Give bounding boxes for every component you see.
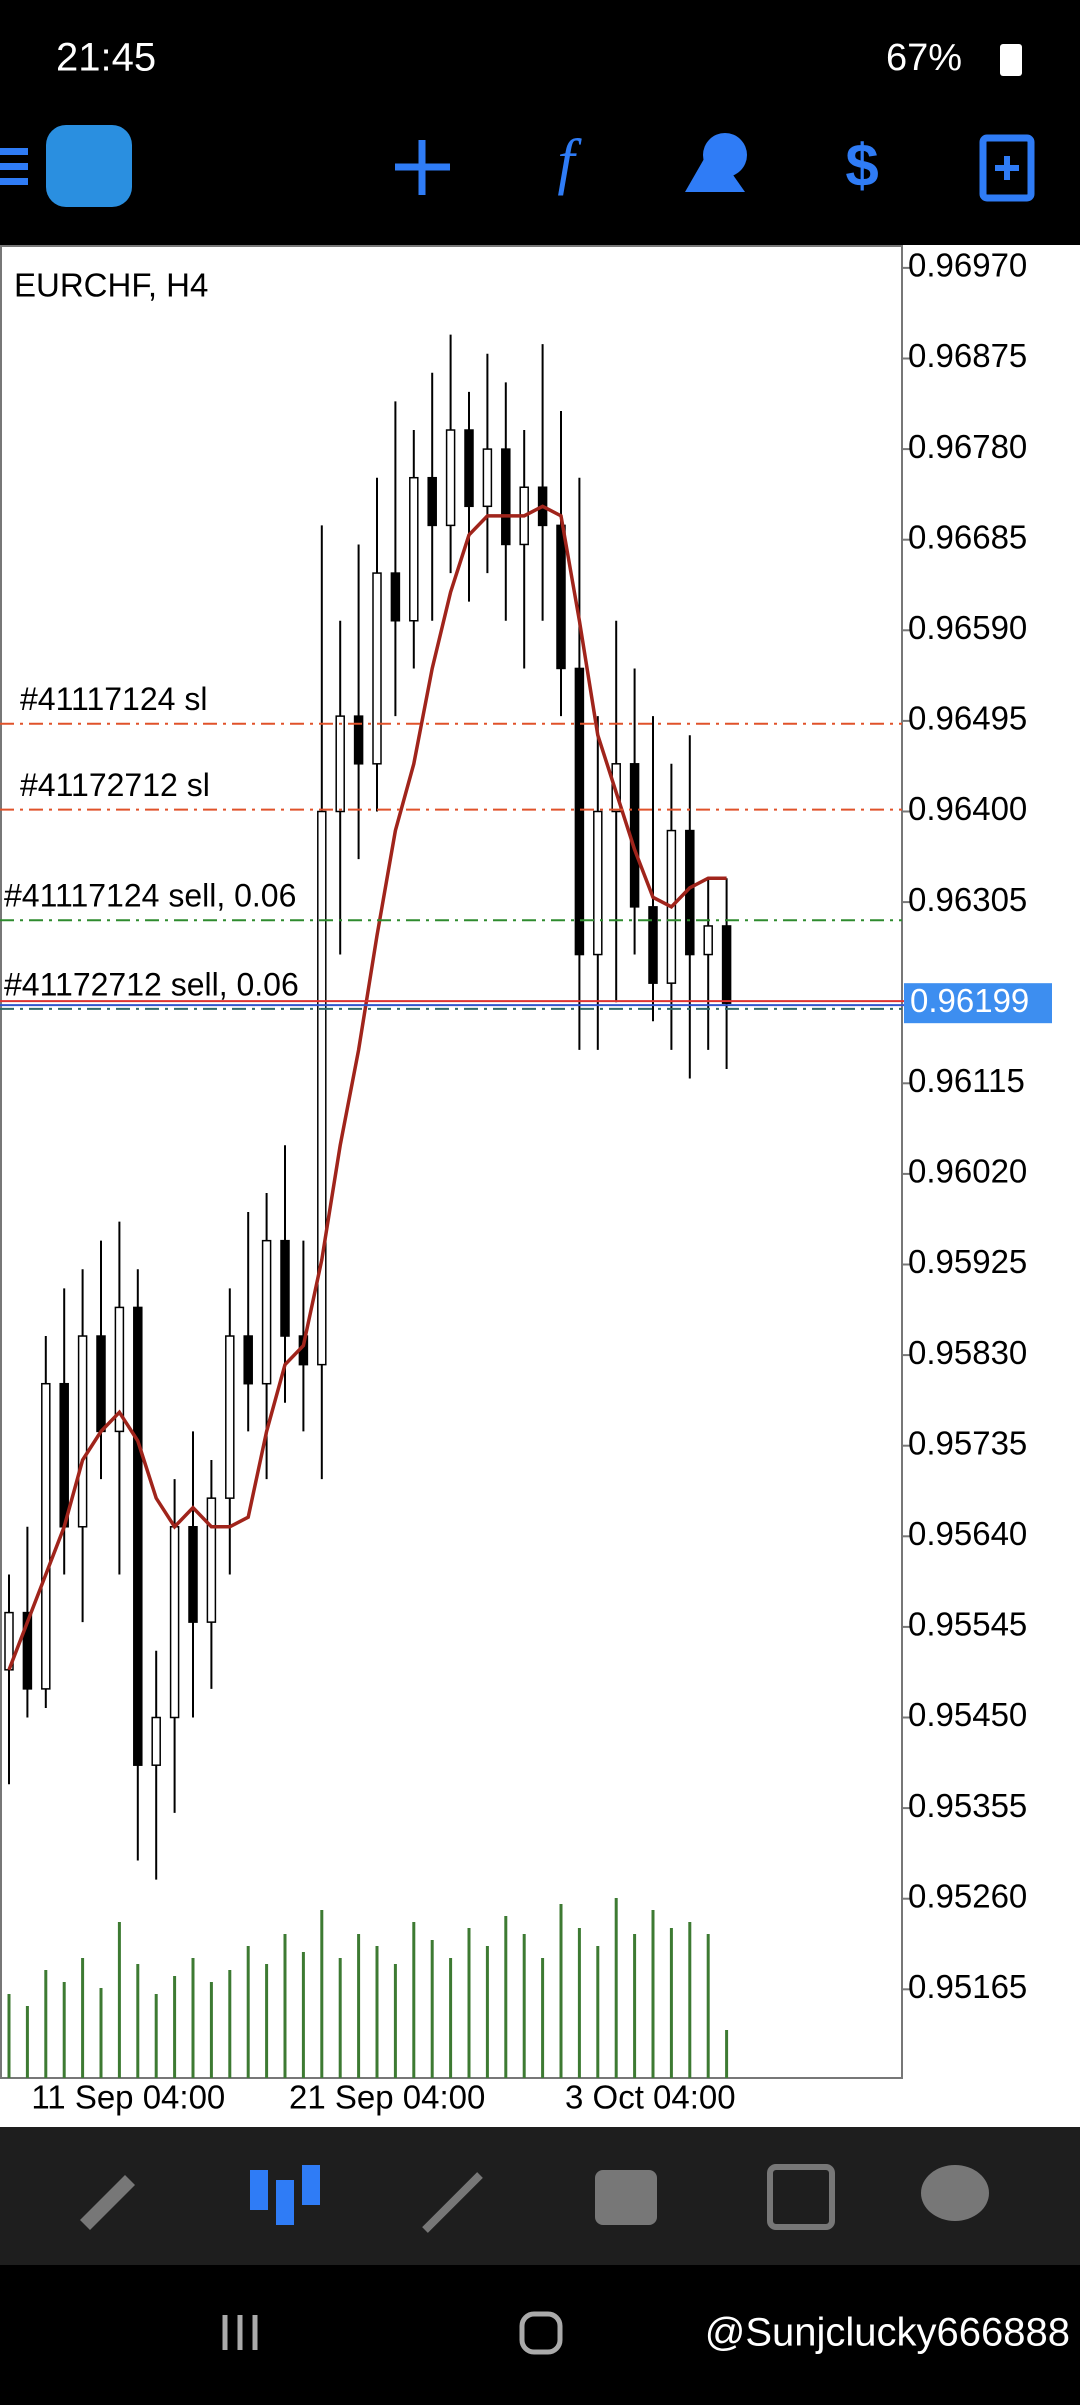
candle-body xyxy=(372,572,382,765)
chat-tab[interactable] xyxy=(921,2165,989,2221)
y-tick-label: 0.96970 xyxy=(908,247,1027,284)
candle-body xyxy=(574,667,585,956)
trade-button[interactable]: $ xyxy=(845,132,878,199)
order-label: #41117124 sl xyxy=(20,681,207,717)
candle-body xyxy=(593,810,603,956)
candle-body xyxy=(261,1239,272,1385)
y-tick-label: 0.95735 xyxy=(908,1424,1027,1461)
y-tick-label: 0.95545 xyxy=(908,1606,1027,1643)
history-tab[interactable] xyxy=(595,2170,657,2225)
y-tick-label: 0.95260 xyxy=(908,1877,1027,1914)
candle-body xyxy=(133,1306,143,1766)
y-tick-label: 0.96780 xyxy=(908,428,1027,465)
price-tag xyxy=(904,983,1052,1024)
y-tick-label: 0.96020 xyxy=(908,1153,1027,1190)
candle-body xyxy=(77,1335,88,1528)
x-tick-label: 3 Oct 04:00 xyxy=(565,2079,736,2116)
candle-body xyxy=(353,715,364,765)
candle-body xyxy=(721,925,732,1004)
candle-body xyxy=(464,429,474,508)
chart-title: EURCHF, H4 xyxy=(14,267,208,304)
y-tick-label: 0.96590 xyxy=(908,609,1027,646)
y-tick-label: 0.95830 xyxy=(908,1334,1027,1371)
battery-level: 67% xyxy=(886,37,962,79)
trade-tab[interactable] xyxy=(422,2172,483,2233)
system-nav xyxy=(222,2311,563,2355)
candle-body xyxy=(151,1716,161,1766)
candle-body xyxy=(188,1526,198,1623)
candle-body xyxy=(703,925,713,956)
candle-body xyxy=(59,1382,69,1528)
y-tick-label: 0.96875 xyxy=(908,337,1027,374)
moving-average xyxy=(7,504,727,1671)
candle-body xyxy=(390,572,401,622)
candle-body xyxy=(335,715,345,813)
y-tick-label: 0.96115 xyxy=(908,1062,1025,1099)
top-bar xyxy=(0,0,1080,245)
y-tick-label: 0.96305 xyxy=(908,881,1027,918)
candle-body xyxy=(22,1611,33,1690)
y-tick-label: 0.96685 xyxy=(908,518,1027,555)
x-tick-label: 21 Sep 04:00 xyxy=(289,2079,485,2116)
candle-body xyxy=(556,524,566,670)
candle-body xyxy=(482,448,493,508)
candle-body xyxy=(169,1526,180,1719)
current-price: 0.96199 xyxy=(910,982,1029,1019)
candle-body xyxy=(41,1382,51,1690)
candle-body xyxy=(648,906,658,984)
watermark: @Sunjclucky666888 xyxy=(705,2311,1070,2355)
chart-tab[interactable] xyxy=(250,2165,320,2225)
objects-button[interactable] xyxy=(685,133,747,192)
candle-body xyxy=(445,429,456,527)
y-tick-label: 0.95925 xyxy=(908,1243,1027,1280)
candle-body xyxy=(96,1335,106,1433)
chart-area xyxy=(0,245,1080,2127)
candle-body xyxy=(427,476,437,527)
candle-body xyxy=(501,448,511,546)
candle-body xyxy=(280,1239,290,1337)
candle-body xyxy=(206,1497,217,1623)
y-tick-label: 0.95640 xyxy=(908,1515,1027,1552)
candle-body xyxy=(114,1306,125,1433)
plot: 0.96970 0.96875 0.96780 0.96685 0.96590 0.964… xyxy=(0,247,1052,2116)
news-tab[interactable] xyxy=(767,2164,835,2230)
candle-body xyxy=(225,1335,235,1499)
y-tick-label: 0.95165 xyxy=(908,1968,1027,2005)
y-tick-label: 0.96495 xyxy=(908,700,1027,737)
quotes-tab[interactable] xyxy=(80,2175,135,2230)
candle-body xyxy=(317,810,327,1366)
y-tick-label: 0.96400 xyxy=(908,790,1027,827)
new-order-button[interactable] xyxy=(979,134,1035,202)
bottom-nav xyxy=(0,2127,1080,2265)
order-label: #41172712 sl xyxy=(20,767,210,803)
y-tick-label: 0.95355 xyxy=(908,1787,1027,1824)
candle-body xyxy=(409,476,419,622)
order-label: #41117124 sell, 0.06 xyxy=(4,878,296,914)
crosshair-button[interactable] xyxy=(395,140,450,195)
battery-icon xyxy=(1000,44,1022,76)
y-tick-label: 0.95450 xyxy=(908,1696,1027,1733)
candle-body xyxy=(243,1335,253,1385)
status-time: 21:45 xyxy=(56,36,156,80)
x-tick-label: 11 Sep 04:00 xyxy=(31,2079,225,2116)
order-label: #41172712 sell, 0.06 xyxy=(4,966,299,1002)
menu-button[interactable] xyxy=(0,125,132,207)
